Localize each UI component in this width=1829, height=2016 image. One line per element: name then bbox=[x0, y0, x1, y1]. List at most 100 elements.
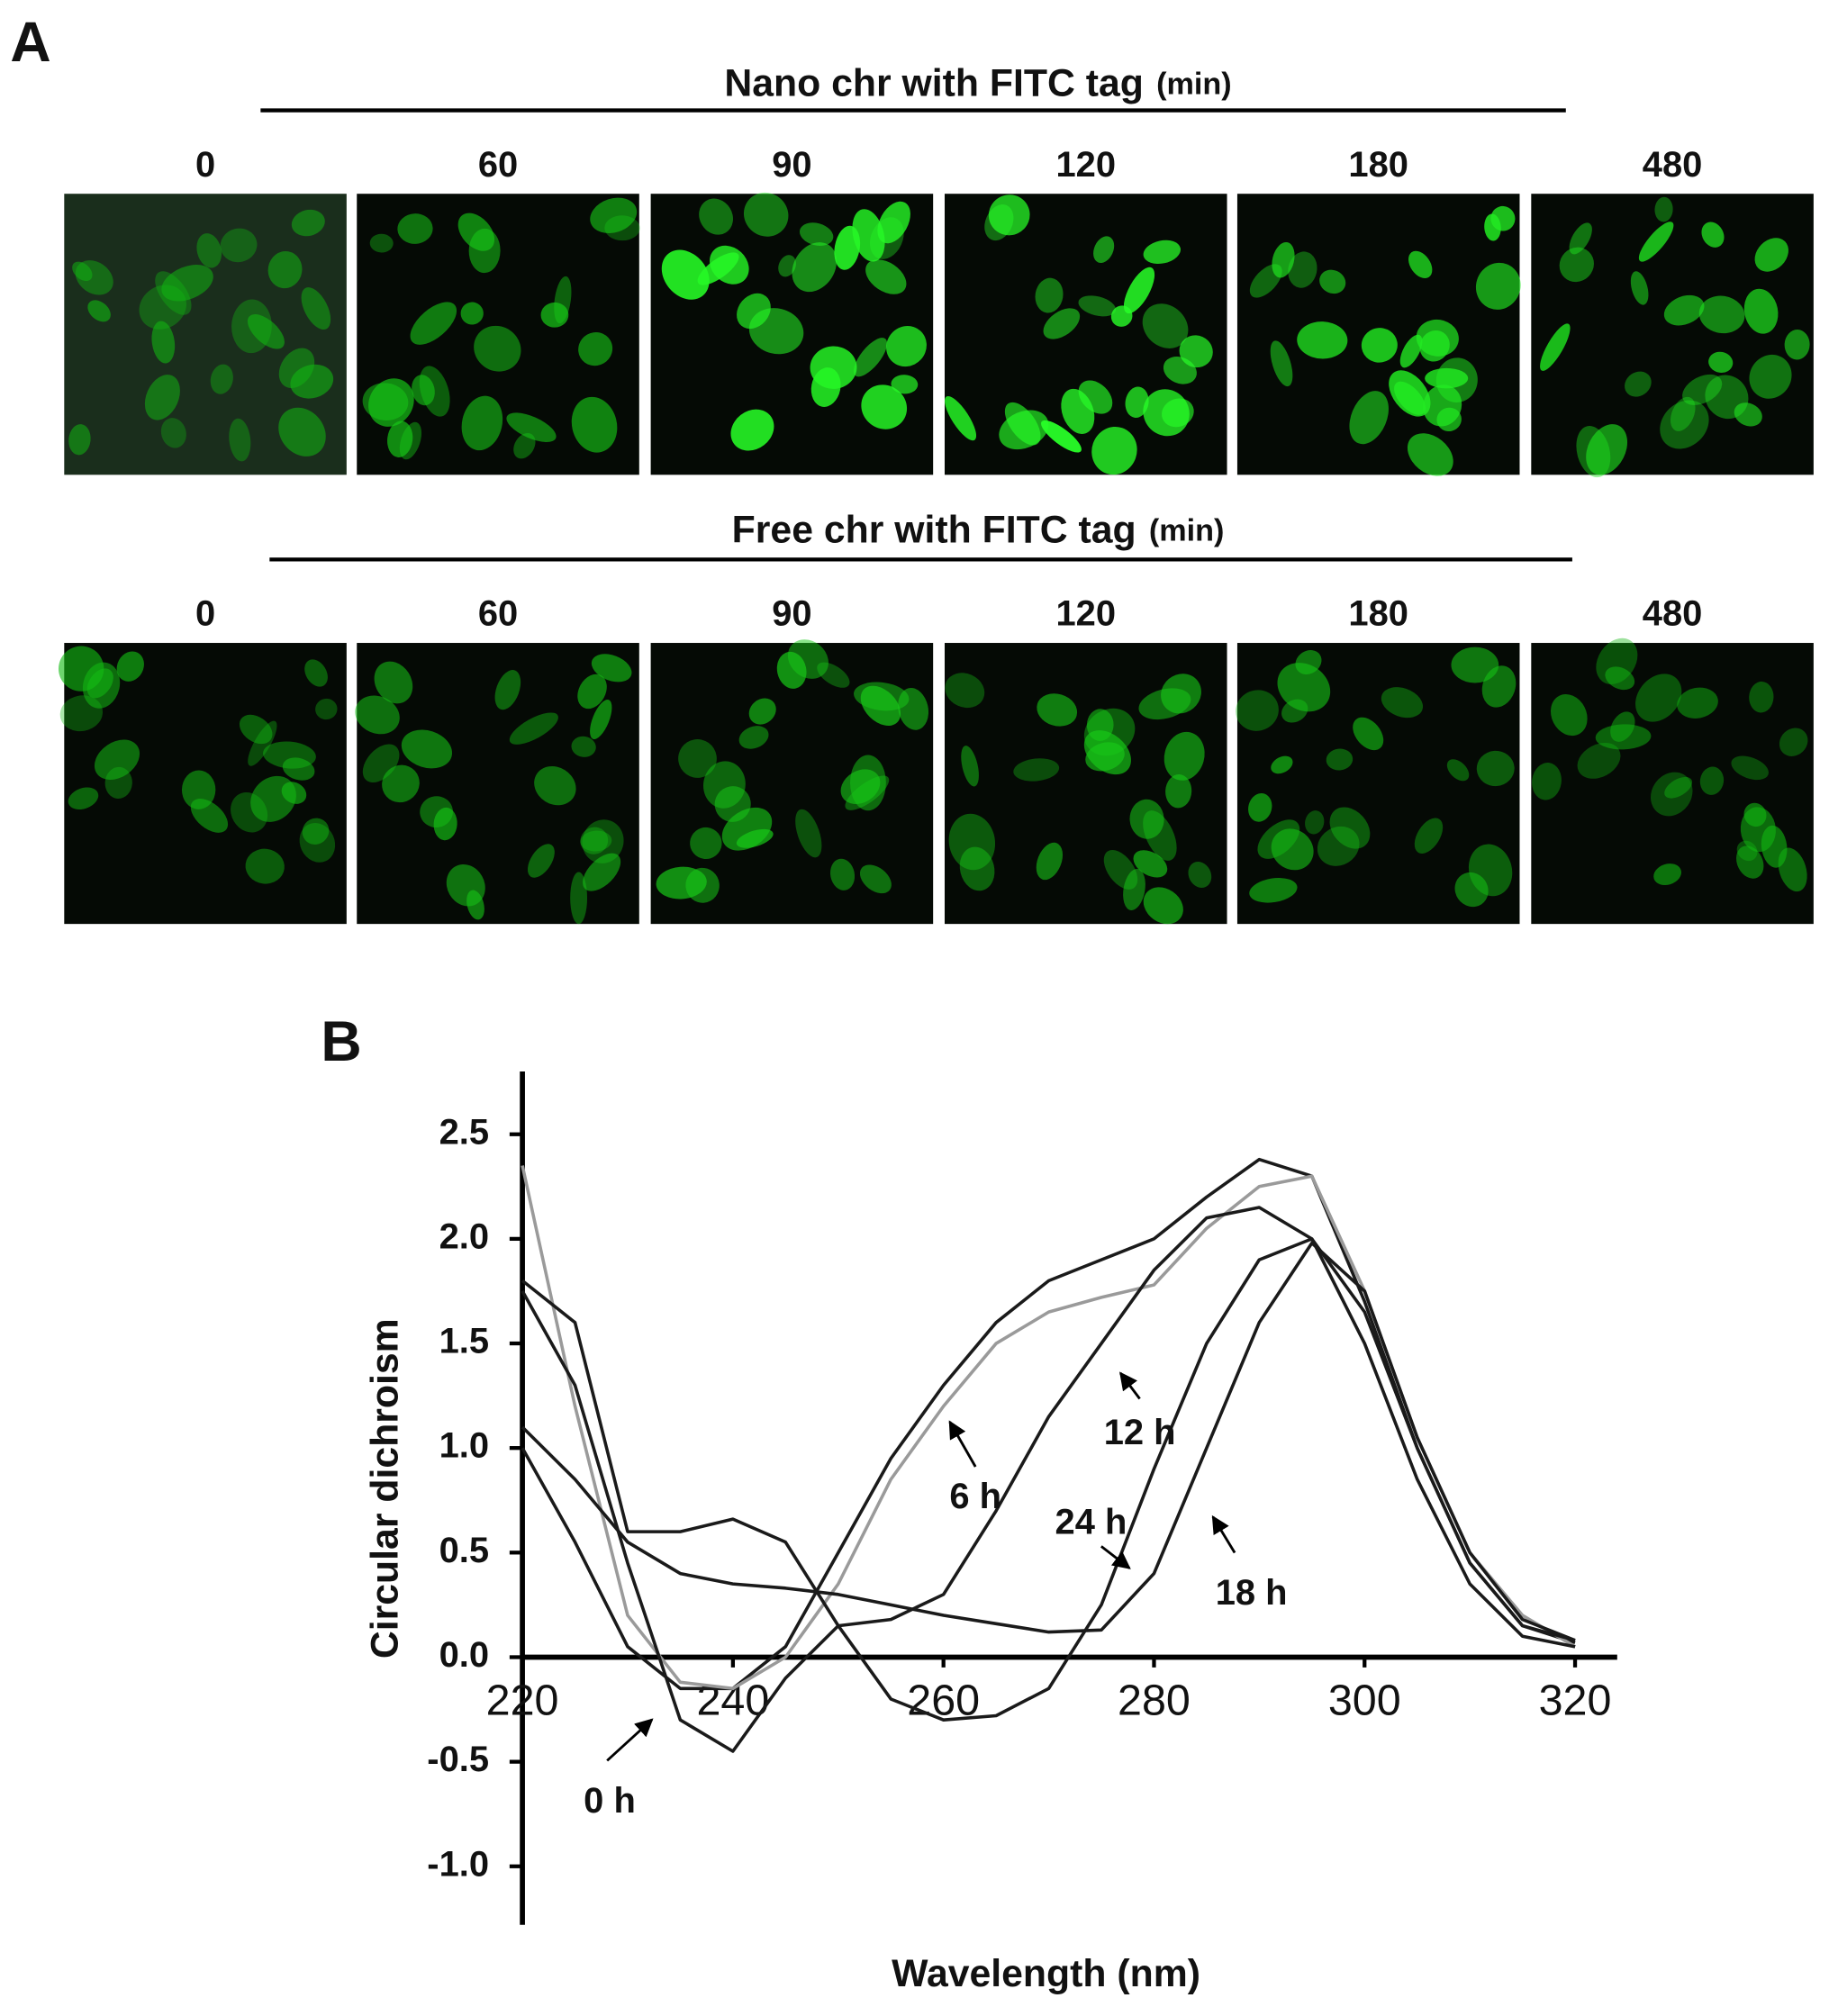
cell bbox=[778, 255, 796, 277]
cell bbox=[1123, 267, 1155, 314]
cell bbox=[571, 396, 618, 453]
cell bbox=[1596, 637, 1638, 684]
cell bbox=[1093, 236, 1115, 264]
cell bbox=[580, 827, 609, 854]
cell bbox=[1288, 251, 1317, 288]
cell bbox=[1699, 766, 1725, 795]
cell bbox=[834, 225, 861, 270]
y-tick-label: 2.5 bbox=[439, 1112, 489, 1152]
cell bbox=[382, 764, 420, 803]
cell bbox=[355, 695, 400, 735]
cell bbox=[891, 375, 919, 394]
cell bbox=[854, 682, 910, 711]
time-label: 120 bbox=[1055, 145, 1116, 185]
cell bbox=[387, 420, 413, 457]
cell bbox=[1083, 708, 1136, 756]
cell bbox=[810, 367, 841, 407]
x-tick-label: 300 bbox=[1328, 1677, 1401, 1725]
cell bbox=[1663, 294, 1705, 326]
cell bbox=[685, 867, 720, 903]
cell bbox=[368, 378, 414, 427]
cell bbox=[461, 395, 503, 451]
cell bbox=[1576, 426, 1611, 478]
cell bbox=[1249, 878, 1298, 903]
cell bbox=[678, 739, 717, 778]
cell bbox=[1271, 828, 1314, 871]
cell bbox=[369, 233, 394, 253]
cell bbox=[457, 212, 495, 251]
series-line bbox=[521, 1241, 1576, 1642]
cell bbox=[1731, 755, 1769, 781]
cell bbox=[714, 786, 751, 822]
cell bbox=[1381, 687, 1424, 719]
cell bbox=[278, 348, 315, 389]
cell bbox=[1577, 742, 1621, 779]
cell bbox=[247, 314, 285, 349]
series-line bbox=[521, 1206, 1576, 1753]
cell bbox=[1749, 681, 1774, 713]
cell bbox=[1743, 802, 1767, 827]
cell bbox=[845, 775, 890, 810]
micrograph bbox=[357, 194, 640, 475]
cell bbox=[580, 830, 612, 852]
y-tick-label: -1.0 bbox=[427, 1844, 489, 1884]
cell bbox=[506, 412, 557, 443]
cell bbox=[1436, 407, 1462, 432]
cell bbox=[1559, 247, 1594, 283]
cell bbox=[374, 661, 413, 704]
time-label: 60 bbox=[478, 145, 518, 185]
y-tick-label: 1.0 bbox=[439, 1426, 489, 1466]
annotation-arrow bbox=[606, 1718, 654, 1762]
cell bbox=[1446, 759, 1470, 782]
cell bbox=[474, 325, 521, 372]
cell bbox=[1540, 323, 1571, 371]
cell bbox=[604, 215, 640, 241]
cell bbox=[527, 844, 555, 878]
cell bbox=[181, 770, 216, 809]
cell bbox=[1270, 340, 1293, 387]
cell bbox=[877, 201, 910, 244]
cell bbox=[1086, 709, 1114, 741]
cell bbox=[304, 659, 328, 687]
cell bbox=[591, 654, 632, 683]
time-label: 0 bbox=[195, 145, 215, 185]
cell bbox=[160, 418, 186, 448]
cell bbox=[291, 209, 325, 237]
cell bbox=[151, 321, 176, 364]
cell bbox=[87, 300, 111, 322]
cell bbox=[161, 265, 213, 302]
panel-label: A bbox=[10, 11, 50, 74]
cell bbox=[1414, 818, 1444, 854]
cell bbox=[399, 421, 422, 460]
cell bbox=[1664, 776, 1693, 799]
cell bbox=[690, 827, 722, 860]
micrograph bbox=[64, 194, 347, 475]
cell bbox=[1476, 750, 1515, 787]
micrograph bbox=[355, 643, 639, 925]
y-tick-label: 0.0 bbox=[439, 1635, 489, 1675]
time-label: 90 bbox=[772, 594, 811, 634]
time-label: 60 bbox=[478, 594, 518, 634]
cell bbox=[1163, 357, 1197, 384]
cell bbox=[859, 864, 892, 894]
cell bbox=[250, 775, 296, 822]
cell bbox=[420, 796, 453, 828]
cell bbox=[1625, 371, 1652, 397]
cell bbox=[554, 276, 572, 324]
annotation-arrow bbox=[1100, 1545, 1131, 1569]
row-title-text: Nano chr with FITC tag bbox=[724, 62, 1144, 105]
cell bbox=[299, 822, 336, 863]
cell bbox=[1179, 335, 1213, 368]
cell bbox=[302, 818, 330, 845]
x-tick-label: 220 bbox=[486, 1677, 559, 1725]
annotation-arrow bbox=[1119, 1371, 1141, 1400]
cell bbox=[410, 302, 457, 345]
cell bbox=[210, 364, 233, 394]
cell bbox=[1329, 807, 1371, 849]
cell bbox=[578, 331, 613, 366]
cell bbox=[582, 819, 624, 863]
cell bbox=[583, 853, 621, 891]
cell bbox=[1484, 213, 1501, 241]
cell bbox=[1708, 351, 1734, 373]
curve-label: 24 h bbox=[1055, 1503, 1127, 1542]
